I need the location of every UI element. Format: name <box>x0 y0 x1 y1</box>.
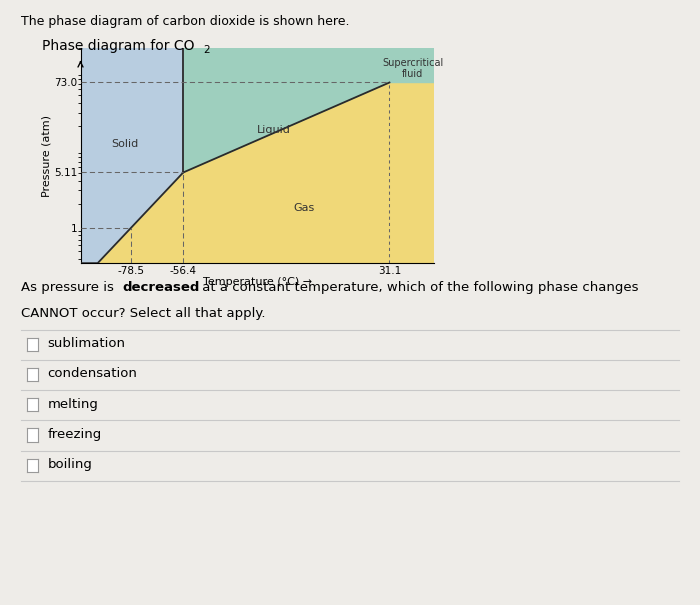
Polygon shape <box>80 82 434 263</box>
Text: Gas: Gas <box>294 203 315 213</box>
Polygon shape <box>183 48 389 172</box>
Polygon shape <box>80 48 183 263</box>
Text: melting: melting <box>48 397 99 411</box>
Text: Liquid: Liquid <box>257 125 290 135</box>
Text: freezing: freezing <box>48 428 102 441</box>
Text: 2: 2 <box>204 45 210 55</box>
X-axis label: Temperature (°C) →: Temperature (°C) → <box>203 277 312 287</box>
Text: Phase diagram for CO: Phase diagram for CO <box>42 39 195 53</box>
Text: at a constant temperature, which of the following phase changes: at a constant temperature, which of the … <box>198 281 638 294</box>
Polygon shape <box>80 48 183 263</box>
Polygon shape <box>389 48 434 82</box>
Text: condensation: condensation <box>48 367 137 381</box>
Text: As pressure is: As pressure is <box>21 281 118 294</box>
Text: CANNOT occur? Select all that apply.: CANNOT occur? Select all that apply. <box>21 307 265 319</box>
Text: Supercritical
fluid: Supercritical fluid <box>382 58 443 79</box>
Y-axis label: Pressure (atm): Pressure (atm) <box>42 115 52 197</box>
Text: decreased: decreased <box>122 281 200 294</box>
Text: Solid: Solid <box>112 139 139 149</box>
Text: boiling: boiling <box>48 458 92 471</box>
Text: sublimation: sublimation <box>48 337 125 350</box>
Text: The phase diagram of carbon dioxide is shown here.: The phase diagram of carbon dioxide is s… <box>21 15 349 28</box>
